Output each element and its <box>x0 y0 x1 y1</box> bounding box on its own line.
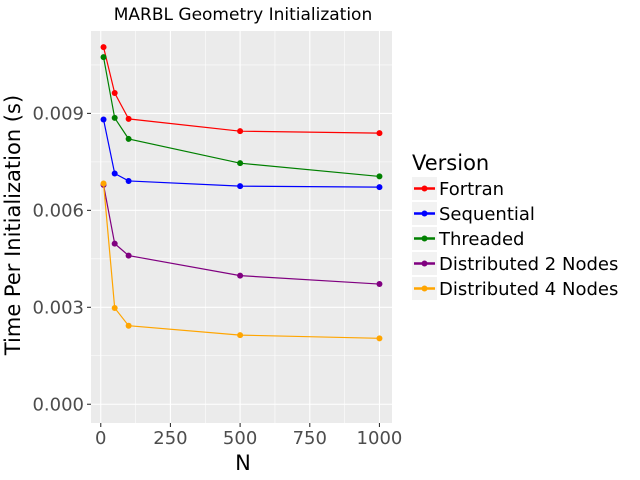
y-tick-label: 0.006 <box>32 200 84 221</box>
legend-label: Sequential <box>439 204 535 225</box>
data-point <box>111 114 118 121</box>
data-point <box>111 90 118 97</box>
data-point <box>237 332 244 339</box>
data-point <box>125 177 132 184</box>
y-tick-label: 0.009 <box>32 103 84 124</box>
data-point <box>125 135 132 142</box>
data-point <box>100 44 107 51</box>
data-point <box>111 170 118 177</box>
series-sequential <box>100 116 383 191</box>
legend-title: Version <box>412 151 489 175</box>
legend-key-point <box>421 185 428 192</box>
data-point <box>376 130 383 137</box>
data-point <box>111 240 118 247</box>
legend-key-point <box>421 260 428 267</box>
legend-label: Fortran <box>439 179 504 200</box>
data-point <box>237 272 244 279</box>
data-point <box>125 115 132 122</box>
data-point <box>237 160 244 167</box>
y-tick-label: 0.003 <box>32 297 84 318</box>
series-fortran <box>100 44 383 137</box>
legend-item: Threaded <box>412 227 524 250</box>
x-tick-label: 500 <box>223 428 257 449</box>
x-tick-label: 1000 <box>357 428 403 449</box>
x-tick-label: 0 <box>95 428 106 449</box>
data-point <box>237 128 244 135</box>
data-point <box>111 304 118 311</box>
series-layer <box>100 44 383 342</box>
legend-label: Threaded <box>438 229 524 250</box>
data-point <box>125 322 132 329</box>
legend-key-point <box>421 210 428 217</box>
data-point <box>376 335 383 342</box>
data-point <box>376 184 383 191</box>
x-axis: 0 250 500 750 1000 <box>95 423 402 449</box>
y-tick-label: 0.000 <box>32 394 84 415</box>
data-point <box>125 252 132 259</box>
legend: Version Fortran Sequential Threaded Distrib… <box>412 151 618 300</box>
grid-minor <box>91 31 392 423</box>
plot-area <box>91 31 392 423</box>
x-tick-label: 750 <box>293 428 327 449</box>
x-tick-label: 250 <box>153 428 187 449</box>
chart-title: MARBL Geometry Initialization <box>114 5 373 25</box>
y-axis: 0.000 0.003 0.006 0.009 <box>32 103 91 415</box>
series-threaded <box>100 54 383 180</box>
data-point <box>376 281 383 288</box>
legend-item: Distributed 4 Nodes <box>412 277 618 300</box>
legend-item: Fortran <box>412 177 504 200</box>
series-distributed-4-nodes <box>100 180 383 342</box>
legend-item: Sequential <box>412 202 535 225</box>
y-axis-label: Time Per Initialization (s) <box>1 95 25 356</box>
x-axis-label: N <box>235 451 251 475</box>
legend-label: Distributed 2 Nodes <box>439 254 618 275</box>
plot-panel <box>91 31 392 423</box>
legend-label: Distributed 4 Nodes <box>439 279 618 300</box>
data-point <box>376 173 383 180</box>
data-point <box>100 54 107 61</box>
legend-key-point <box>421 285 428 292</box>
legend-key-point <box>421 235 428 242</box>
data-point <box>100 180 107 187</box>
data-point <box>100 116 107 123</box>
grid-major <box>91 31 392 423</box>
data-point <box>237 183 244 190</box>
legend-item: Distributed 2 Nodes <box>412 252 618 275</box>
